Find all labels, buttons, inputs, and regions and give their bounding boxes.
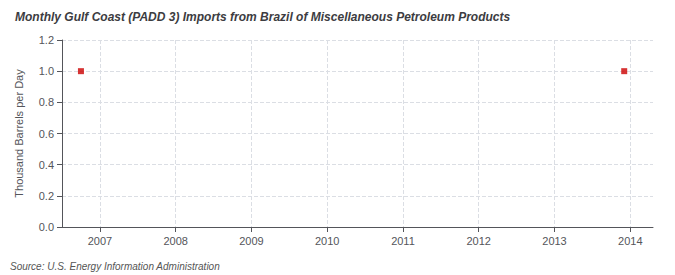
svg-text:0.6: 0.6 (39, 128, 54, 140)
svg-text:0.2: 0.2 (39, 190, 54, 202)
svg-text:2013: 2013 (542, 235, 566, 247)
svg-text:1.0: 1.0 (39, 65, 54, 77)
svg-text:Source: U.S. Energy Informatio: Source: U.S. Energy Information Administ… (10, 261, 220, 272)
svg-text:Monthly Gulf Coast (PADD 3) Im: Monthly Gulf Coast (PADD 3) Imports from… (15, 10, 510, 24)
svg-text:2011: 2011 (391, 235, 415, 247)
svg-text:0.4: 0.4 (39, 159, 54, 171)
svg-text:2008: 2008 (163, 235, 187, 247)
svg-text:Thousand Barrels per Day: Thousand Barrels per Day (13, 69, 25, 198)
svg-text:2014: 2014 (618, 235, 642, 247)
svg-text:2007: 2007 (88, 235, 112, 247)
svg-text:0.8: 0.8 (39, 96, 54, 108)
svg-text:0.0: 0.0 (39, 221, 54, 233)
svg-text:1.2: 1.2 (39, 34, 54, 46)
svg-text:2012: 2012 (466, 235, 490, 247)
svg-text:2010: 2010 (315, 235, 339, 247)
svg-text:2009: 2009 (239, 235, 263, 247)
